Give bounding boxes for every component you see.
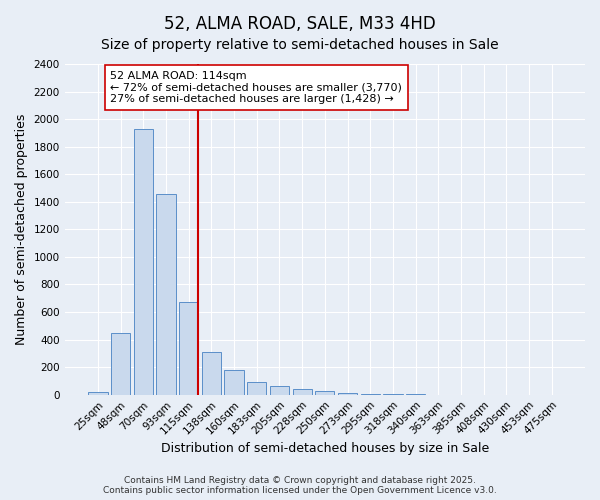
Bar xyxy=(293,389,312,394)
Bar xyxy=(202,352,221,395)
Bar xyxy=(270,386,289,394)
Text: 52, ALMA ROAD, SALE, M33 4HD: 52, ALMA ROAD, SALE, M33 4HD xyxy=(164,15,436,33)
Bar xyxy=(247,382,266,394)
Bar xyxy=(315,390,334,394)
Bar xyxy=(111,332,130,394)
Bar xyxy=(224,370,244,394)
Text: Contains HM Land Registry data © Crown copyright and database right 2025.
Contai: Contains HM Land Registry data © Crown c… xyxy=(103,476,497,495)
Y-axis label: Number of semi-detached properties: Number of semi-detached properties xyxy=(15,114,28,345)
Text: Size of property relative to semi-detached houses in Sale: Size of property relative to semi-detach… xyxy=(101,38,499,52)
X-axis label: Distribution of semi-detached houses by size in Sale: Distribution of semi-detached houses by … xyxy=(161,442,489,455)
Bar xyxy=(88,392,107,394)
Bar xyxy=(338,392,357,394)
Bar xyxy=(134,129,153,394)
Bar xyxy=(157,194,176,394)
Bar xyxy=(179,302,199,394)
Text: 52 ALMA ROAD: 114sqm
← 72% of semi-detached houses are smaller (3,770)
27% of se: 52 ALMA ROAD: 114sqm ← 72% of semi-detac… xyxy=(110,71,403,104)
